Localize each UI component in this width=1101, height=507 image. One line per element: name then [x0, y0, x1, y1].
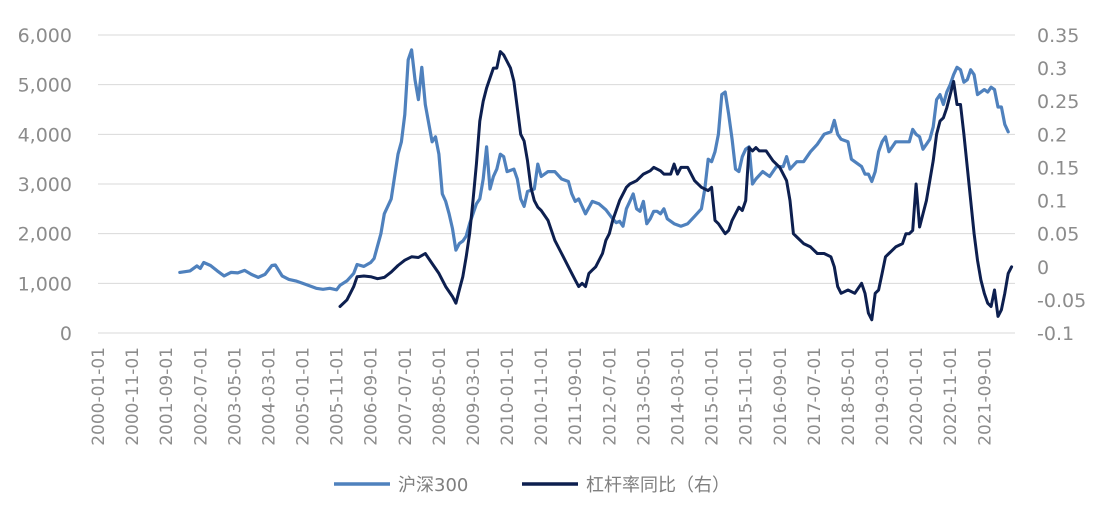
x-tick-label: 2020-01-01: [907, 347, 927, 446]
left-y-axis: 0 1,000 2,000 3,000 4,000 5,000 6,000: [18, 25, 72, 345]
x-tick-label: 2005-01-01: [294, 347, 314, 446]
legend-label-hs300: 沪深300: [398, 475, 468, 496]
x-axis: 2000-01-01 2000-11-01 2001-09-01 2002-07-01…: [89, 347, 995, 446]
right-y-tick-label: 0.35: [1037, 25, 1079, 47]
x-tick-label: 2015-11-01: [737, 347, 757, 446]
x-tick-label: 2013-05-01: [634, 347, 654, 446]
left-y-tick-label: 6,000: [18, 25, 72, 47]
x-tick-label: 2008-05-01: [430, 347, 450, 446]
series-line-hs300: [178, 48, 1010, 292]
series-lines: [178, 48, 1014, 322]
x-tick-label: 2011-09-01: [566, 347, 586, 446]
right-y-axis: -0.1 -0.05 0 0.05 0.1 0.15 0.2 0.25 0.3 0.35: [1037, 25, 1086, 345]
left-y-tick-label: 2,000: [18, 224, 72, 246]
gridlines: [98, 34, 1015, 334]
x-tick-label: 2019-03-01: [873, 347, 893, 446]
right-y-tick-label: -0.05: [1037, 290, 1086, 312]
x-tick-label: 2010-01-01: [498, 347, 518, 446]
x-tick-label: 2018-05-01: [839, 347, 859, 446]
x-tick-label: 2020-11-01: [941, 347, 961, 446]
x-tick-label: 2012-07-01: [600, 347, 620, 446]
x-tick-label: 2005-11-01: [328, 347, 348, 446]
legend: 沪深300 杠杆率同比（右）: [334, 475, 730, 496]
right-y-tick-label: 0.2: [1037, 124, 1067, 146]
right-y-tick-label: 0: [1037, 257, 1049, 279]
right-y-tick-label: 0.3: [1037, 58, 1067, 80]
x-tick-label: 2000-11-01: [123, 347, 143, 446]
left-y-tick-label: 3,000: [18, 174, 72, 196]
left-y-tick-label: 1,000: [18, 273, 72, 295]
x-tick-label: 2009-03-01: [464, 347, 484, 446]
legend-label-leverage: 杠杆率同比（右）: [586, 475, 730, 496]
x-tick-label: 2002-07-01: [191, 347, 211, 446]
right-y-tick-label: 0.25: [1037, 91, 1079, 113]
x-tick-label: 2000-01-01: [89, 347, 109, 446]
right-y-tick-label: 0.05: [1037, 224, 1079, 246]
right-y-tick-label: 0.1: [1037, 191, 1067, 213]
x-tick-label: 2004-03-01: [259, 347, 279, 446]
x-tick-label: 2014-03-01: [669, 347, 689, 446]
x-tick-label: 2007-07-01: [396, 347, 416, 446]
x-tick-label: 2001-09-01: [157, 347, 177, 446]
left-y-tick-label: 4,000: [18, 124, 72, 146]
x-tick-label: 2017-07-01: [805, 347, 825, 446]
x-tick-label: 2021-09-01: [975, 347, 995, 446]
right-y-tick-label: 0.15: [1037, 157, 1079, 179]
right-y-tick-label: -0.1: [1037, 323, 1074, 345]
left-y-tick-label: 0: [60, 323, 72, 345]
series-line-leverage: [338, 50, 1014, 322]
x-tick-label: 2003-05-01: [225, 347, 245, 446]
x-tick-label: 2006-09-01: [362, 347, 382, 446]
x-tick-label: 2015-01-01: [703, 347, 723, 446]
x-tick-label: 2016-09-01: [771, 347, 791, 446]
x-tick-label: 2010-11-01: [532, 347, 552, 446]
left-y-tick-label: 5,000: [18, 75, 72, 97]
